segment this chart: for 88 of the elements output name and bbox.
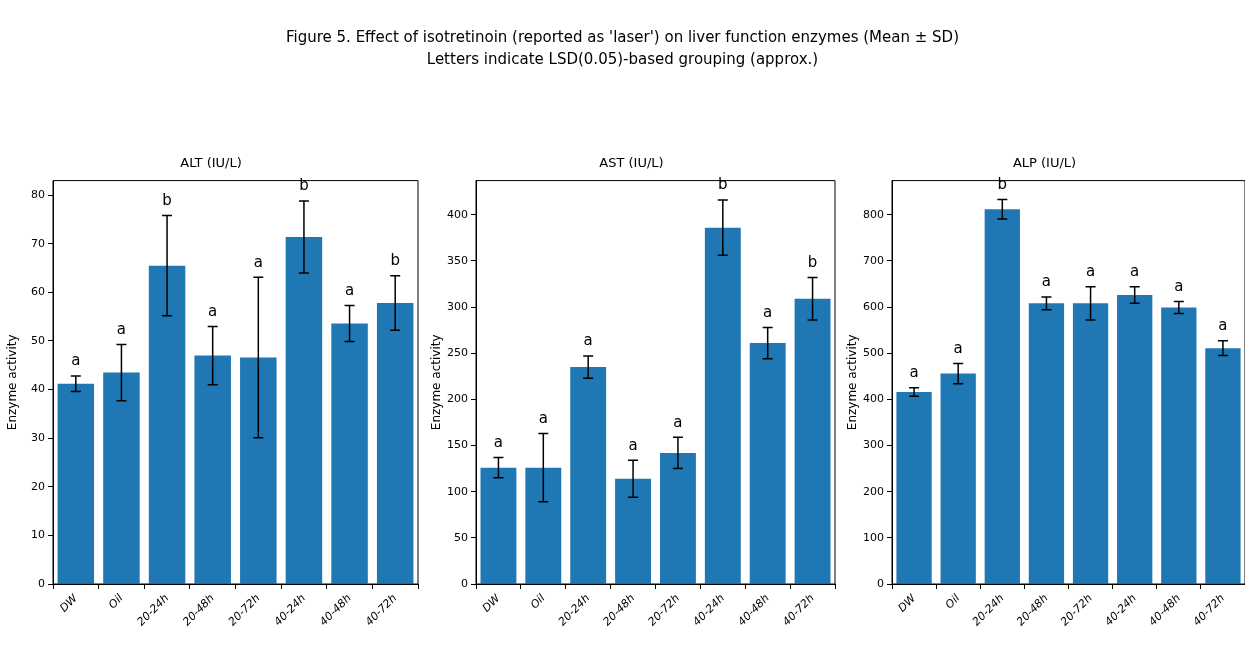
y-axis-title: Enzyme activity: [845, 334, 860, 431]
text: Figure 5. Effect of isotretinoin (reported as 'laser') on liver function enzymes (Mean ± SD): [285, 27, 960, 48]
y-tick-label: 800: [863, 207, 884, 221]
y-tick-label: 400: [447, 207, 468, 221]
y-tick-label: 200: [447, 392, 468, 406]
bar: [1117, 295, 1153, 584]
y-tick-label: 50: [31, 333, 45, 347]
annotation: a: [628, 435, 638, 454]
bar: [749, 343, 786, 584]
bar: [940, 373, 976, 584]
annotation: a: [909, 363, 919, 382]
y-tick-label: 100: [447, 484, 468, 498]
annotation: b: [807, 252, 818, 271]
y-tick-label: 600: [863, 299, 884, 313]
bar: [285, 236, 323, 584]
annotation: a: [1130, 262, 1140, 281]
y-tick-label: 0: [38, 576, 45, 590]
chart-title: AST (IU/L): [599, 155, 664, 171]
chart-title: ALT (IU/L): [180, 155, 242, 171]
y-tick-label: 10: [31, 528, 45, 542]
bar: [615, 478, 652, 584]
annotation: b: [718, 175, 728, 194]
bar: [984, 209, 1020, 584]
y-tick-label: 100: [863, 530, 884, 544]
bar: [525, 467, 562, 584]
y-tick-label: 70: [31, 236, 45, 250]
x-tick-label: Oil: [942, 591, 963, 612]
x-tick-label: Oil: [527, 591, 548, 612]
y-tick-label: 500: [863, 346, 884, 360]
annotation: a: [71, 351, 81, 370]
annotation: b: [162, 190, 172, 209]
bar: [570, 367, 607, 584]
text: Letters indicate LSD(0.05)-based grouping (approx.): [425, 49, 820, 70]
y-axis-title: Enzyme activity: [429, 334, 444, 431]
y-tick-label: 80: [31, 188, 45, 202]
annotation: a: [1218, 316, 1228, 335]
annotation: a: [583, 331, 593, 350]
bar: [148, 265, 186, 584]
y-tick-label: 300: [863, 438, 884, 452]
annotation: a: [1174, 276, 1184, 295]
annotation: a: [763, 302, 773, 321]
bar: [57, 383, 95, 584]
y-tick-label: 50: [454, 530, 468, 544]
y-tick-label: 150: [447, 438, 468, 452]
annotation: a: [493, 432, 504, 451]
annotation: a: [116, 319, 127, 338]
chart-title: ALP (IU/L): [1012, 155, 1077, 171]
y-tick-label: 0: [461, 576, 468, 590]
bar: [704, 227, 741, 584]
annotation: b: [299, 176, 309, 195]
y-tick-label: 20: [31, 479, 45, 493]
bar: [480, 467, 517, 584]
bar: [1072, 303, 1109, 584]
y-tick-label: 350: [447, 253, 468, 267]
bar: [659, 452, 696, 584]
bar: [103, 372, 140, 584]
y-tick-label: 40: [31, 382, 45, 396]
annotation: b: [390, 251, 400, 270]
y-tick-label: 700: [863, 253, 884, 267]
bar: [896, 391, 932, 584]
x-tick-label: Oil: [105, 591, 126, 612]
y-tick-label: 200: [863, 484, 884, 498]
bar: [1161, 307, 1197, 584]
bar: [1028, 303, 1065, 584]
annotation: a: [344, 280, 355, 299]
y-axis-title: Enzyme activity: [5, 334, 20, 431]
y-tick-label: 0: [877, 576, 884, 590]
x-tick-label: DW: [57, 590, 81, 615]
y-tick-label: 400: [863, 392, 884, 406]
bar: [1205, 348, 1241, 584]
bar: [376, 303, 414, 584]
annotation: a: [953, 338, 963, 357]
y-tick-label: 60: [31, 285, 45, 299]
bar: [194, 355, 231, 584]
bar: [794, 298, 831, 584]
annotation: a: [673, 412, 683, 431]
annotation: a: [208, 301, 218, 320]
y-tick-label: 250: [447, 346, 468, 360]
x-tick-label: DW: [895, 590, 919, 615]
y-tick-label: 300: [447, 299, 468, 313]
x-tick-label: DW: [479, 590, 504, 615]
annotation: a: [253, 252, 263, 271]
annotation: a: [1085, 262, 1096, 281]
bar: [331, 323, 368, 584]
bar: [240, 357, 277, 584]
y-tick-label: 30: [31, 431, 45, 445]
annotation: a: [538, 408, 548, 427]
annotation: a: [1041, 272, 1052, 291]
